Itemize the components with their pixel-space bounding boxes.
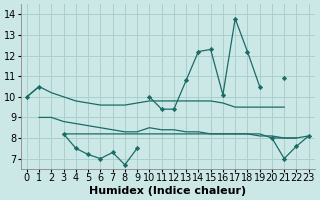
X-axis label: Humidex (Indice chaleur): Humidex (Indice chaleur)	[89, 186, 246, 196]
